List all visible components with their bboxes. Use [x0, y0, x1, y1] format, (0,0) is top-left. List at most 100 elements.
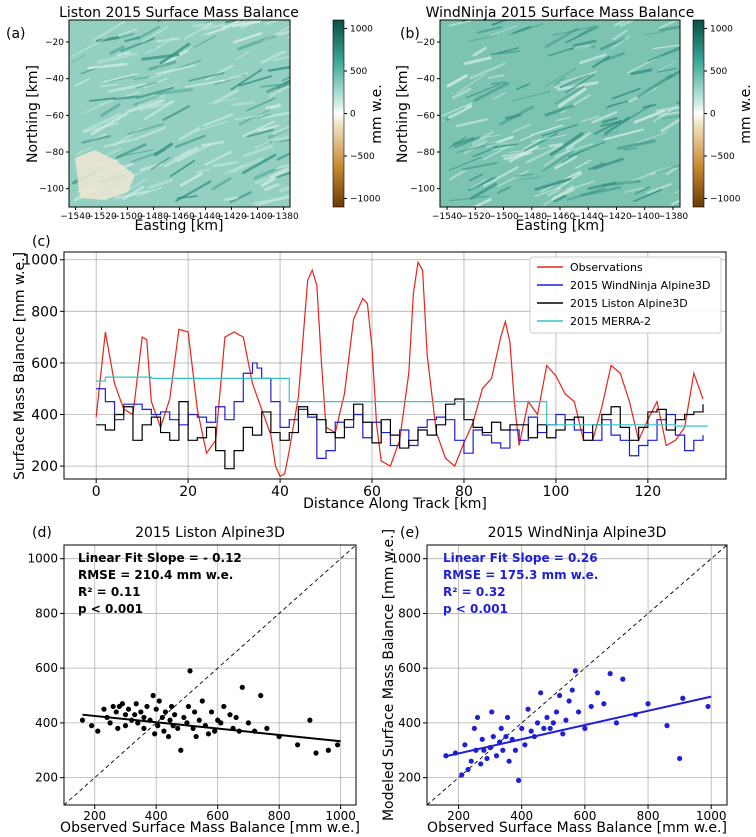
panel-d-ytick-label-2: 600	[35, 661, 58, 675]
panel-b-ytick-label-0: −20	[416, 38, 435, 48]
panel-a-streak-8	[179, 172, 203, 187]
panel-b-streak-58	[547, 46, 576, 57]
panel-b-streak-74	[499, 140, 520, 145]
panel-b-streak-22	[541, 123, 578, 137]
panel-b-streak-153	[642, 103, 657, 109]
panel-a-streak-48	[96, 36, 120, 43]
panel-b-streak-129	[512, 123, 531, 134]
panel-d-point-23	[150, 692, 156, 699]
panel-e-point-28	[525, 706, 531, 712]
panel-a-streak-136	[262, 25, 290, 42]
panel-d-xlabel: Observed Surface Mass Balance [mm w.e.]	[60, 820, 360, 836]
panel-e-xtick-label-1: 400	[510, 809, 533, 823]
panel-b-streak-15	[542, 150, 574, 172]
panel-a-streak-6	[200, 140, 224, 147]
panel-b-streak-111	[511, 91, 551, 102]
panel-d-point-38	[181, 714, 187, 721]
panel-d-point-43	[192, 709, 198, 715]
panel-e-frame	[426, 544, 728, 806]
panel-a-title: Liston 2015 Surface Mass Balance	[59, 5, 299, 21]
panel-e-point-9	[478, 761, 484, 767]
panel-a-streak-113	[257, 113, 271, 119]
panel-a-streak-15	[153, 142, 173, 157]
panel-e-title: 2015 WindNinja Alpine3D	[488, 525, 667, 541]
panel-b-streak-42	[455, 118, 488, 128]
panel-a-streak-69	[108, 75, 136, 83]
panel-b-streak-157	[601, 116, 618, 124]
panel-d-point-61	[258, 692, 264, 699]
panel-a-streak-31	[134, 126, 167, 141]
panel-a-streak-118	[272, 125, 290, 136]
panel-a-streak-168	[254, 169, 290, 185]
panel-a-streak-138	[71, 36, 108, 58]
panel-b-streak-163	[525, 144, 562, 164]
panel-e-point-34	[544, 714, 550, 721]
panel-d-point-41	[187, 668, 193, 674]
panel-a-streak-27	[232, 20, 244, 27]
panel-c-ytick-label-0: 200	[31, 459, 58, 475]
panel-e-ytick-label-2: 600	[398, 661, 421, 675]
panel-a-streak-66	[84, 101, 107, 114]
panel-b-streak-32	[658, 20, 678, 30]
panel-a-xlabel: Easting [km]	[135, 218, 224, 234]
panel-e-point-24	[512, 747, 519, 753]
panel-d-point-17	[135, 720, 141, 726]
panel-a-streak-161	[71, 53, 86, 63]
panel-b-streak-109	[655, 105, 680, 113]
panel-b-streak-148	[452, 137, 475, 146]
panel-e-xtick-label-4: 1000	[696, 809, 727, 823]
panel-b-streak-119	[539, 184, 556, 193]
panel-b-cbar-label-2: 0	[710, 110, 716, 120]
panel-d-point-33	[168, 703, 175, 710]
panel-c-ylabel: Surface Mass Balance [mm w.e.]	[12, 252, 28, 480]
panel-a-streak-152	[88, 97, 116, 102]
panel-e-point-41	[566, 698, 572, 704]
panel-d-stat-p: p < 0.001	[78, 602, 143, 616]
panel-b-streak-120	[573, 44, 592, 50]
panel-a-streak-155	[206, 98, 238, 105]
panel-b-streak-85	[469, 178, 487, 190]
panel-a-streak-112	[149, 67, 183, 79]
panel-b-streak-108	[449, 195, 490, 202]
panel-a-streak-106	[97, 52, 138, 64]
panel-b-streak-86	[605, 102, 622, 109]
panel-a-streak-94	[135, 81, 158, 89]
panel-b-streak-3	[565, 131, 592, 150]
panel-d-point-2	[95, 728, 101, 734]
panel-d-point-29	[161, 728, 167, 734]
panel-b-streak-50	[580, 185, 622, 197]
panel-a-streak-14	[273, 30, 290, 37]
panel-b-streak-84	[652, 44, 680, 50]
panel-c-xtick-label-4: 80	[455, 484, 473, 500]
panel-b-streak-147	[493, 143, 519, 148]
panel-b-streak-81	[465, 83, 501, 99]
panel-a-streak-144	[136, 86, 174, 99]
merra2-line	[96, 376, 708, 427]
panel-b-title: WindNinja 2015 Surface Mass Balance	[426, 5, 695, 21]
panel-b-streak-21	[446, 74, 468, 88]
panel-b-streak-141	[474, 198, 492, 207]
panel-b-streak-24	[578, 24, 597, 37]
panel-a-streak-13	[202, 113, 234, 127]
panel-a-streak-0	[211, 177, 232, 191]
panel-b-streak-5	[588, 162, 605, 171]
panel-a-streak-46	[130, 148, 166, 164]
panel-a-streak-150	[224, 196, 239, 201]
panel-a-streak-84	[274, 163, 290, 170]
liston-line	[96, 398, 704, 470]
panel-b-streak-122	[548, 142, 564, 148]
panel-a-streak-128	[235, 50, 250, 61]
panel-e-point-51	[620, 676, 626, 682]
panel-b-streak-88	[491, 20, 509, 26]
panel-b-streak-7	[544, 27, 579, 49]
panel-e-ytick-label-1: 400	[398, 716, 421, 730]
panel-d-point-21	[144, 703, 150, 710]
panel-a-streak-36	[192, 22, 213, 28]
panel-e-point-20	[503, 733, 509, 740]
panel-a-xtick-label-7: −1400	[242, 212, 273, 222]
panel-b-streak-150	[501, 151, 528, 158]
panel-a-streak-158	[206, 27, 226, 36]
panel-a-streak-83	[117, 149, 153, 158]
panel-b-xtick-label-2: −1500	[488, 212, 519, 222]
panel-a-streak-100	[264, 20, 283, 26]
